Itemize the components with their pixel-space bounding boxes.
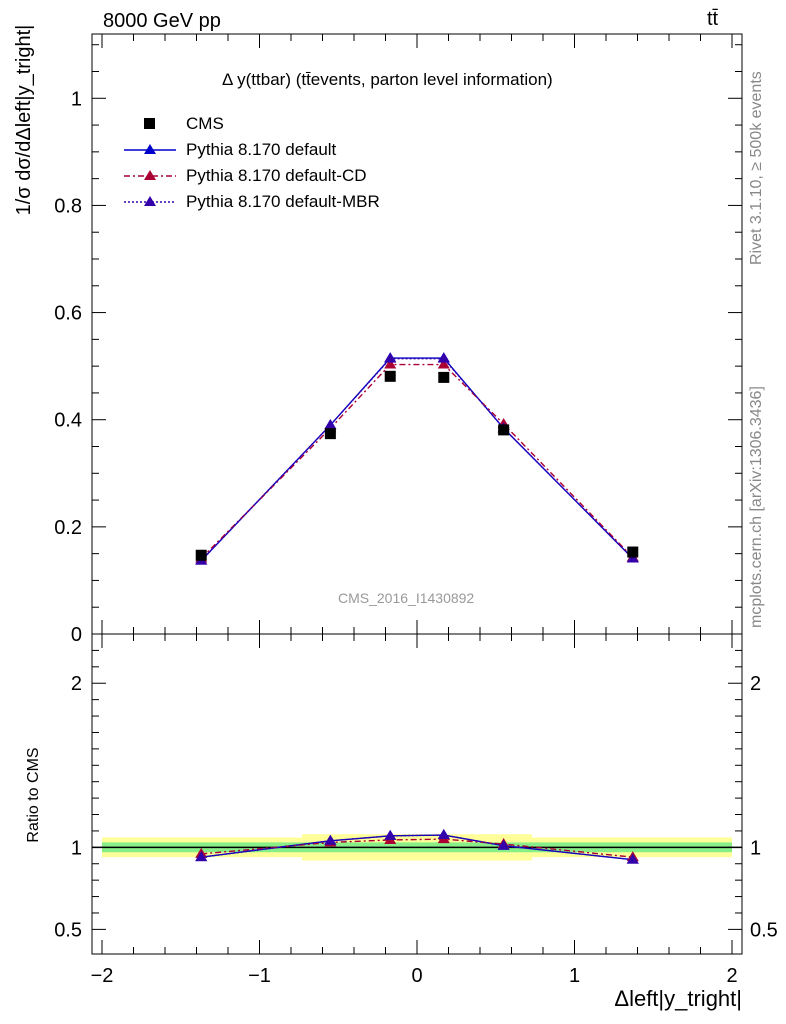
y-tick-label: 1 bbox=[71, 88, 82, 110]
ratio-series-point bbox=[384, 829, 397, 840]
legend-label: Pythia 8.170 default bbox=[186, 140, 337, 159]
ratio-series-point bbox=[497, 839, 510, 850]
legend-marker-cms bbox=[144, 118, 155, 129]
series-point bbox=[384, 358, 397, 369]
energy-label: 8000 GeV pp bbox=[103, 10, 221, 32]
data-point-cms bbox=[324, 428, 336, 440]
legend-label: Pythia 8.170 default-MBR bbox=[186, 192, 380, 211]
x-axis-label: Δleft|y_tright| bbox=[614, 986, 742, 1011]
ratio-frame bbox=[91, 633, 743, 955]
ratio-y-tick-label-right: 2 bbox=[750, 673, 761, 695]
data-point-cms bbox=[498, 424, 510, 436]
data-point-cms bbox=[627, 546, 639, 558]
legend-entry-cd: Pythia 8.170 default-CD bbox=[120, 164, 367, 188]
ratio-series-point bbox=[195, 851, 208, 862]
data-point-cms bbox=[438, 371, 450, 383]
x-tick-label: 2 bbox=[726, 965, 737, 987]
x-tick-label: −1 bbox=[248, 965, 271, 987]
data-point-cms bbox=[195, 549, 207, 561]
x-tick-label: −2 bbox=[91, 965, 114, 987]
ratio-series-point bbox=[324, 834, 337, 845]
legend-label: CMS bbox=[186, 114, 224, 133]
series-point bbox=[324, 419, 337, 430]
series-point bbox=[437, 358, 450, 369]
series-line-1 bbox=[200, 363, 634, 559]
ratio-y-axis-label: Ratio to CMS bbox=[25, 747, 42, 842]
ratio-y-tick-label-right: 0.5 bbox=[750, 919, 778, 941]
x-tick-label: 1 bbox=[569, 965, 580, 987]
ratio-y-tick-label: 1 bbox=[71, 837, 82, 859]
series-point bbox=[384, 352, 397, 363]
legend-marker-default bbox=[124, 144, 176, 154]
side-note-rivet: Rivet 3.1.10, ≥ 500k events bbox=[748, 71, 765, 265]
side-note-mcplots: mcplots.cern.ch [arXiv:1306.3436] bbox=[748, 386, 765, 628]
ratio-y-tick-label-right: 1 bbox=[750, 837, 761, 859]
x-tick-label: 0 bbox=[411, 965, 422, 987]
process-label: tt̄ bbox=[707, 8, 719, 30]
ratio-series-point bbox=[437, 829, 450, 840]
watermark: CMS_2016_I1430892 bbox=[338, 590, 475, 606]
legend-marker-mbr bbox=[124, 196, 176, 206]
y-tick-label: 0.4 bbox=[54, 410, 82, 432]
main-y-axis-label: 1/σ dσ/dΔleft|y_tright| bbox=[13, 25, 35, 216]
y-tick-label: 0 bbox=[71, 624, 82, 646]
legend-entry-cms: CMS bbox=[120, 112, 224, 136]
series-line-0 bbox=[200, 357, 634, 562]
legend-entry-mbr: Pythia 8.170 default-MBR bbox=[120, 190, 380, 214]
ratio-y-tick-label: 2 bbox=[71, 673, 82, 695]
legend-marker-cd bbox=[124, 170, 176, 180]
y-tick-label: 0.2 bbox=[54, 517, 82, 539]
legend-entry-default: Pythia 8.170 default bbox=[120, 138, 336, 162]
ratio-series-line-1 bbox=[201, 838, 633, 858]
y-tick-label: 0.8 bbox=[54, 195, 82, 217]
ratio-series-point bbox=[626, 853, 639, 864]
series-line-2 bbox=[200, 357, 634, 562]
legend-label: Pythia 8.170 default-CD bbox=[186, 166, 367, 185]
y-tick-label: 0.6 bbox=[54, 303, 82, 325]
ratio-series-line-2 bbox=[201, 834, 633, 861]
ratio-y-tick-label: 0.5 bbox=[54, 919, 82, 941]
plot-title: Δ y(ttbar) (tt̄events, parton level info… bbox=[222, 70, 553, 89]
data-point-cms bbox=[384, 370, 396, 382]
series-point bbox=[437, 352, 450, 363]
